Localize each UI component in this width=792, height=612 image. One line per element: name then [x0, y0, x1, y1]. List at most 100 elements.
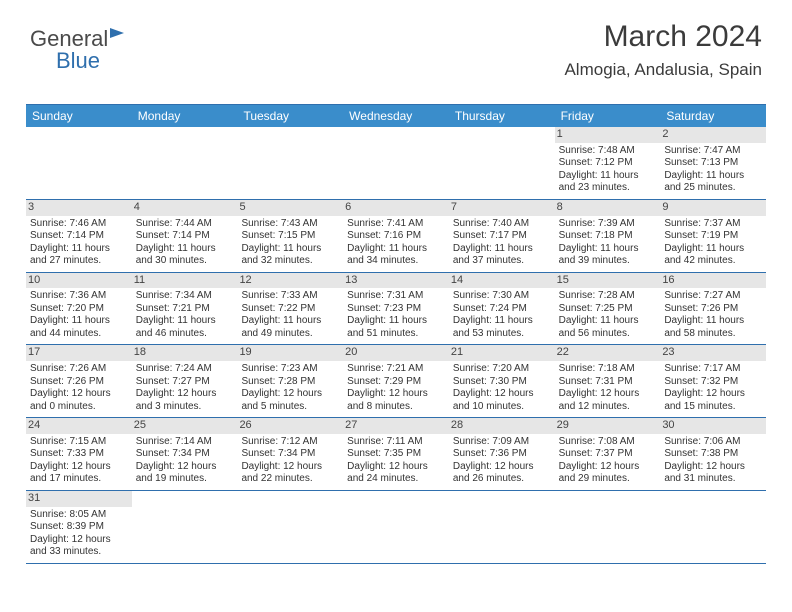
sunrise-line: Sunrise: 7:41 AM [347, 218, 445, 231]
sunrise-line: Sunrise: 7:08 AM [559, 436, 657, 449]
sunrise-line: Sunrise: 7:12 AM [241, 436, 339, 449]
daylight-line-1: Daylight: 11 hours [347, 243, 445, 256]
day-number: 29 [555, 418, 661, 434]
day-cell-empty [132, 127, 238, 199]
daylight-line-1: Daylight: 11 hours [30, 315, 128, 328]
day-cell-empty [343, 127, 449, 199]
day-number: 21 [449, 345, 555, 361]
daylight-line-2: and 42 minutes. [664, 255, 762, 268]
daylight-line-1: Daylight: 12 hours [30, 534, 128, 547]
daylight-line-2: and 26 minutes. [453, 473, 551, 486]
sunrise-line: Sunrise: 7:31 AM [347, 290, 445, 303]
day-number: 24 [26, 418, 132, 434]
sunset-line: Sunset: 7:38 PM [664, 448, 762, 461]
week-row: 24Sunrise: 7:15 AMSunset: 7:33 PMDayligh… [26, 418, 766, 491]
sunrise-line: Sunrise: 7:17 AM [664, 363, 762, 376]
page-title: March 2024 [564, 20, 762, 54]
sunrise-line: Sunrise: 7:21 AM [347, 363, 445, 376]
daylight-line-2: and 51 minutes. [347, 328, 445, 341]
daylight-line-2: and 32 minutes. [241, 255, 339, 268]
sunset-line: Sunset: 7:28 PM [241, 376, 339, 389]
day-number: 10 [26, 273, 132, 289]
day-cell-empty [449, 127, 555, 199]
sunset-line: Sunset: 7:26 PM [30, 376, 128, 389]
day-number: 22 [555, 345, 661, 361]
sunset-line: Sunset: 7:18 PM [559, 230, 657, 243]
day-number: 5 [237, 200, 343, 216]
day-cell-9: 9Sunrise: 7:37 AMSunset: 7:19 PMDaylight… [660, 200, 766, 272]
daylight-line-2: and 25 minutes. [664, 182, 762, 195]
dayname-wednesday: Wednesday [343, 105, 449, 127]
day-cell-10: 10Sunrise: 7:36 AMSunset: 7:20 PMDayligh… [26, 273, 132, 345]
daylight-line-2: and 53 minutes. [453, 328, 551, 341]
daylight-line-2: and 5 minutes. [241, 401, 339, 414]
daylight-line-2: and 19 minutes. [136, 473, 234, 486]
sunrise-line: Sunrise: 7:18 AM [559, 363, 657, 376]
daylight-line-1: Daylight: 11 hours [453, 243, 551, 256]
sunrise-line: Sunrise: 7:27 AM [664, 290, 762, 303]
sunset-line: Sunset: 7:29 PM [347, 376, 445, 389]
day-cell-25: 25Sunrise: 7:14 AMSunset: 7:34 PMDayligh… [132, 418, 238, 490]
sunrise-line: Sunrise: 7:30 AM [453, 290, 551, 303]
day-number: 11 [132, 273, 238, 289]
daylight-line-1: Daylight: 12 hours [136, 388, 234, 401]
day-number: 19 [237, 345, 343, 361]
sunset-line: Sunset: 7:31 PM [559, 376, 657, 389]
daylight-line-1: Daylight: 11 hours [136, 243, 234, 256]
sunset-line: Sunset: 7:19 PM [664, 230, 762, 243]
sunrise-line: Sunrise: 7:23 AM [241, 363, 339, 376]
daylight-line-2: and 24 minutes. [347, 473, 445, 486]
sunset-line: Sunset: 7:35 PM [347, 448, 445, 461]
day-number: 13 [343, 273, 449, 289]
dayname-tuesday: Tuesday [237, 105, 343, 127]
day-cell-empty [555, 491, 661, 563]
day-number: 20 [343, 345, 449, 361]
daylight-line-2: and 49 minutes. [241, 328, 339, 341]
logo-text-2: Blue [56, 48, 100, 74]
daylight-line-1: Daylight: 12 hours [664, 388, 762, 401]
sunrise-line: Sunrise: 7:39 AM [559, 218, 657, 231]
daylight-line-2: and 0 minutes. [30, 401, 128, 414]
sunrise-line: Sunrise: 7:36 AM [30, 290, 128, 303]
day-number: 17 [26, 345, 132, 361]
day-number: 14 [449, 273, 555, 289]
day-cell-13: 13Sunrise: 7:31 AMSunset: 7:23 PMDayligh… [343, 273, 449, 345]
daylight-line-1: Daylight: 11 hours [30, 243, 128, 256]
day-cell-16: 16Sunrise: 7:27 AMSunset: 7:26 PMDayligh… [660, 273, 766, 345]
day-cell-empty [237, 127, 343, 199]
sunset-line: Sunset: 7:30 PM [453, 376, 551, 389]
sunset-line: Sunset: 7:21 PM [136, 303, 234, 316]
daylight-line-1: Daylight: 12 hours [559, 388, 657, 401]
daylight-line-1: Daylight: 12 hours [30, 461, 128, 474]
location-subtitle: Almogia, Andalusia, Spain [564, 60, 762, 80]
day-cell-1: 1Sunrise: 7:48 AMSunset: 7:12 PMDaylight… [555, 127, 661, 199]
sunrise-line: Sunrise: 7:09 AM [453, 436, 551, 449]
sunset-line: Sunset: 7:26 PM [664, 303, 762, 316]
sunrise-line: Sunrise: 7:47 AM [664, 145, 762, 158]
day-cell-empty [343, 491, 449, 563]
sunset-line: Sunset: 7:15 PM [241, 230, 339, 243]
daylight-line-2: and 34 minutes. [347, 255, 445, 268]
sunset-line: Sunset: 7:14 PM [136, 230, 234, 243]
sunrise-line: Sunrise: 7:14 AM [136, 436, 234, 449]
sunset-line: Sunset: 7:27 PM [136, 376, 234, 389]
day-number: 18 [132, 345, 238, 361]
sunset-line: Sunset: 7:16 PM [347, 230, 445, 243]
day-cell-8: 8Sunrise: 7:39 AMSunset: 7:18 PMDaylight… [555, 200, 661, 272]
day-cell-17: 17Sunrise: 7:26 AMSunset: 7:26 PMDayligh… [26, 345, 132, 417]
day-cell-7: 7Sunrise: 7:40 AMSunset: 7:17 PMDaylight… [449, 200, 555, 272]
day-cell-28: 28Sunrise: 7:09 AMSunset: 7:36 PMDayligh… [449, 418, 555, 490]
daylight-line-1: Daylight: 12 hours [347, 461, 445, 474]
daylight-line-2: and 31 minutes. [664, 473, 762, 486]
sunset-line: Sunset: 7:13 PM [664, 157, 762, 170]
sunrise-line: Sunrise: 7:11 AM [347, 436, 445, 449]
sunset-line: Sunset: 7:34 PM [136, 448, 234, 461]
day-cell-23: 23Sunrise: 7:17 AMSunset: 7:32 PMDayligh… [660, 345, 766, 417]
daylight-line-1: Daylight: 12 hours [559, 461, 657, 474]
day-cell-empty [132, 491, 238, 563]
daylight-line-1: Daylight: 11 hours [664, 315, 762, 328]
daylight-line-2: and 27 minutes. [30, 255, 128, 268]
sunrise-line: Sunrise: 7:28 AM [559, 290, 657, 303]
day-cell-empty [237, 491, 343, 563]
day-number: 31 [26, 491, 132, 507]
